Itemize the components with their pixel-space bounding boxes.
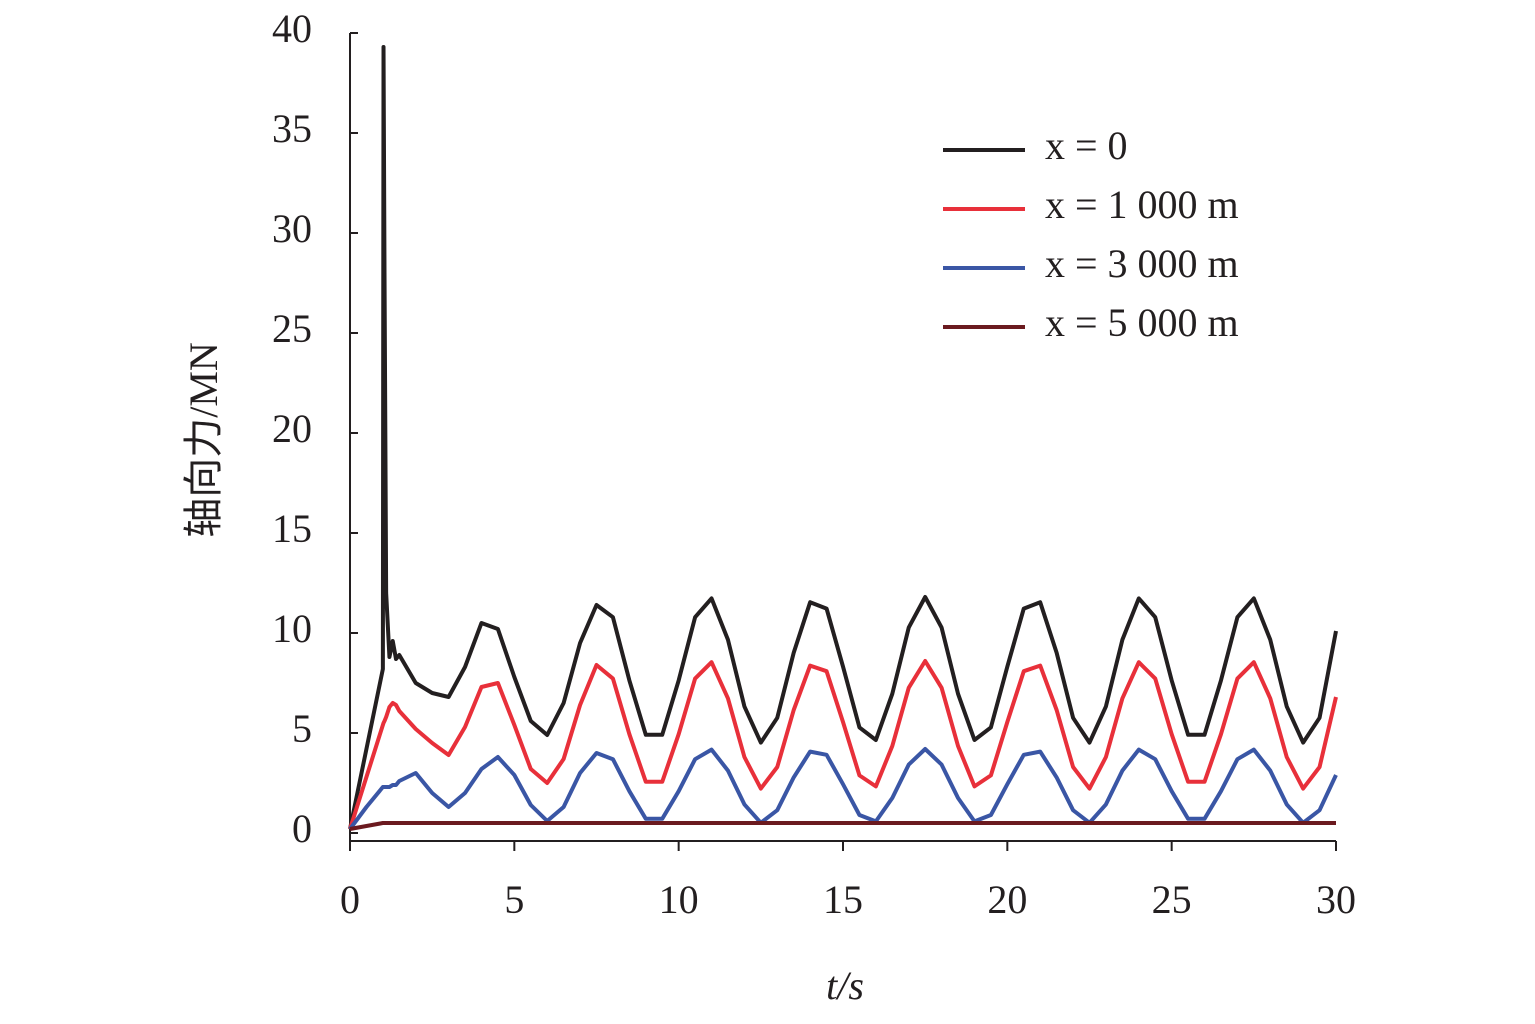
x-tick-label: 5	[504, 877, 524, 922]
y-tick-label: 30	[272, 206, 312, 251]
y-tick-label: 40	[272, 6, 312, 51]
x-tick-label: 10	[659, 877, 699, 922]
legend-label: x = 0	[1045, 123, 1128, 168]
x-tick-label: 20	[987, 877, 1027, 922]
x-tick-label: 0	[340, 877, 360, 922]
y-tick-label: 10	[272, 606, 312, 651]
y-axis-title: 轴向力/MN	[181, 342, 226, 538]
y-tick-label: 35	[272, 106, 312, 151]
x-tick-label: 30	[1316, 877, 1356, 922]
y-tick-label: 20	[272, 406, 312, 451]
y-tick-label: 15	[272, 506, 312, 551]
legend-label: x = 1 000 m	[1045, 182, 1239, 227]
x-tick-label: 25	[1152, 877, 1192, 922]
series-line	[349, 821, 1336, 831]
series-line	[348, 747, 1338, 831]
y-tick-label: 0	[292, 806, 312, 851]
legend-label: x = 3 000 m	[1045, 241, 1239, 286]
legend-label: x = 5 000 m	[1045, 300, 1239, 345]
y-tick-label: 5	[292, 706, 312, 751]
y-tick-label: 25	[272, 306, 312, 351]
series-line	[348, 45, 1338, 830]
series-line	[348, 659, 1338, 830]
x-tick-label: 15	[823, 877, 863, 922]
x-axis-title: t/s	[826, 963, 864, 1008]
